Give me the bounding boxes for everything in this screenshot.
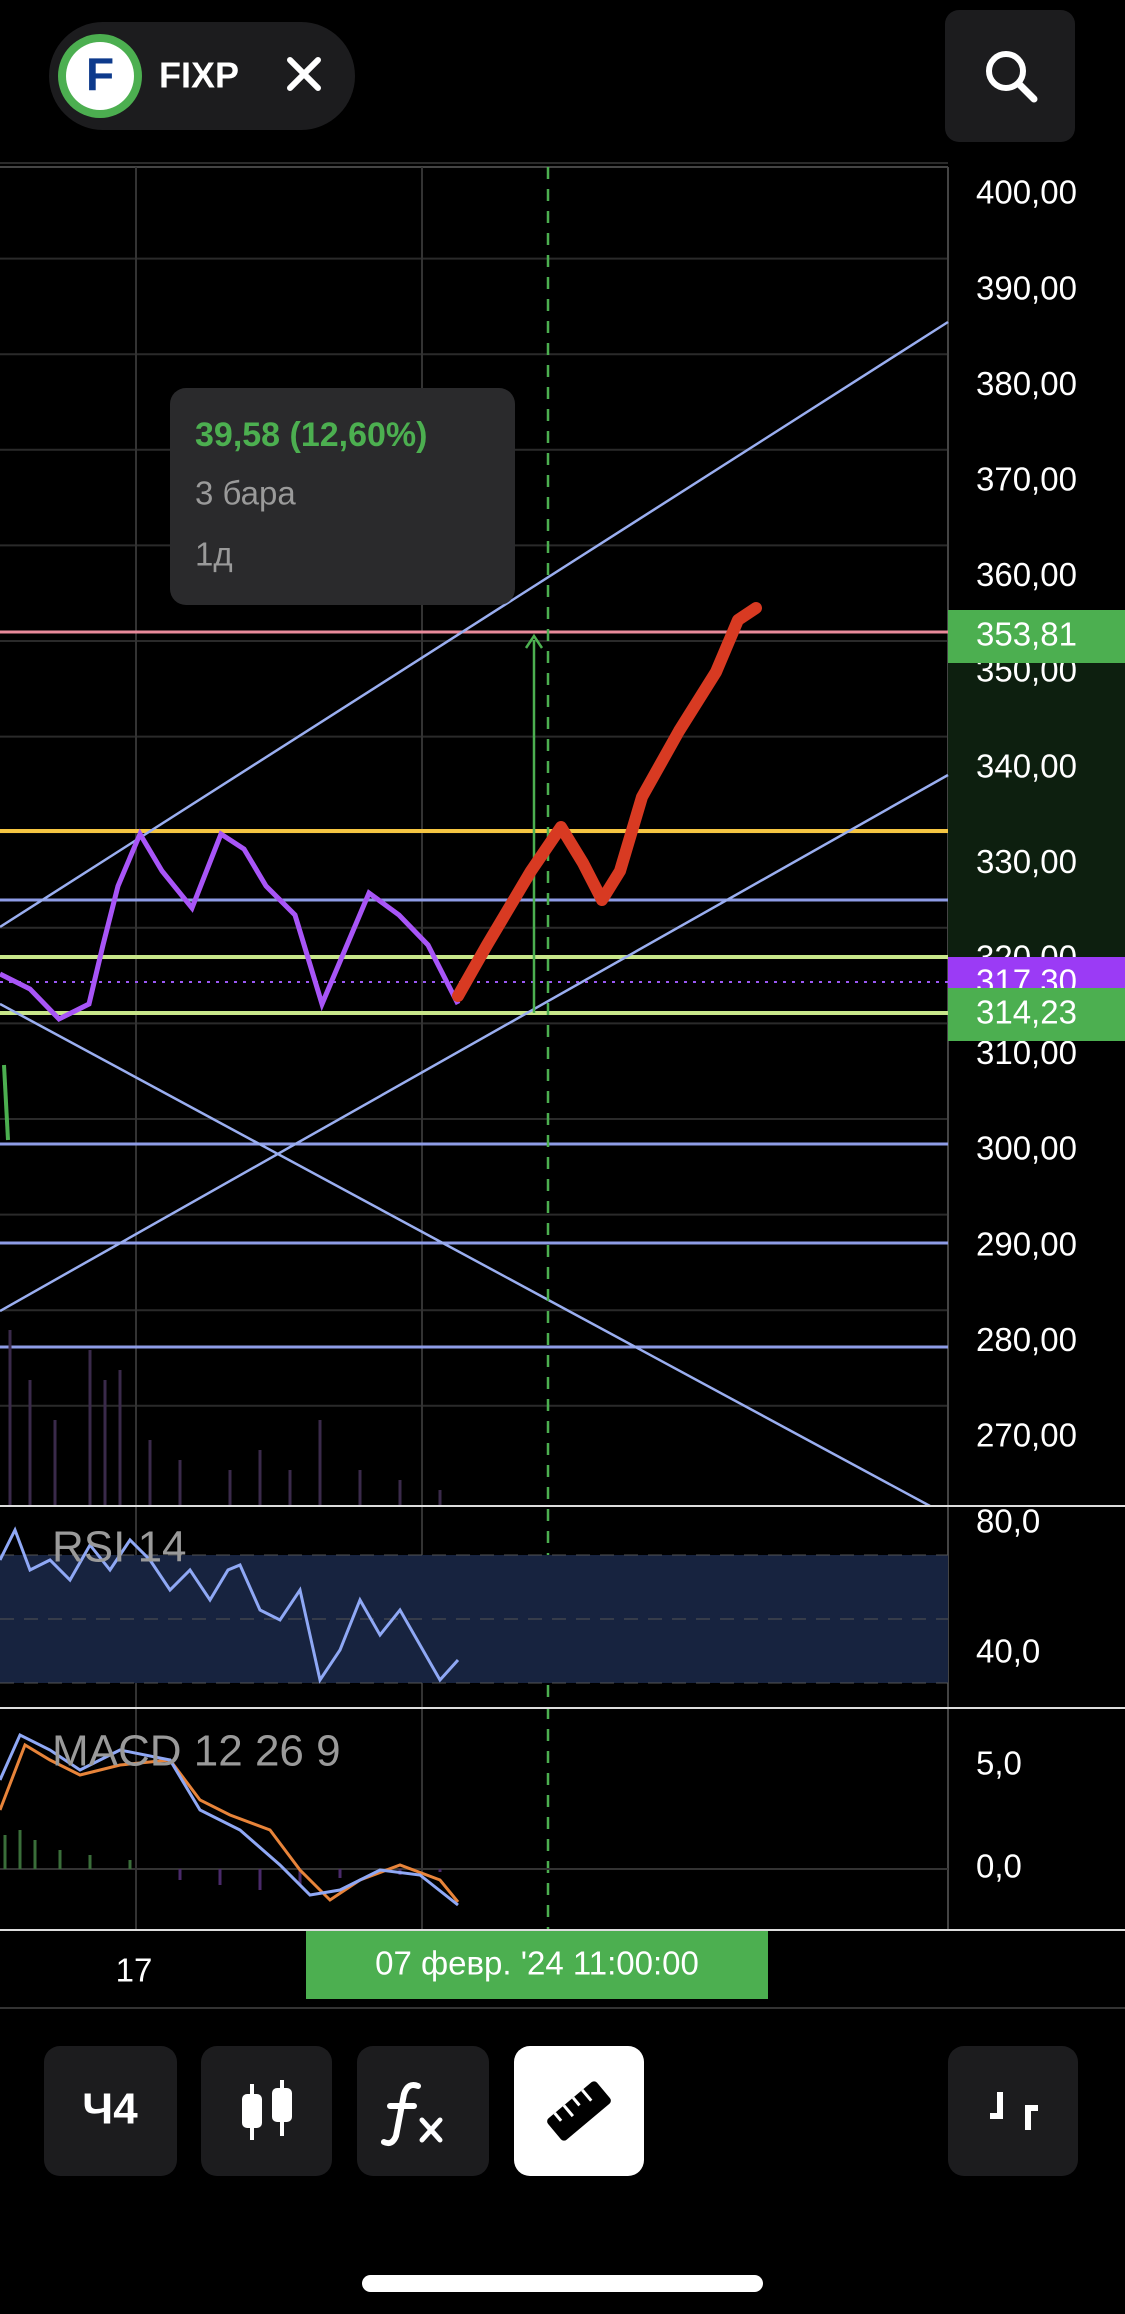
macd-histogram <box>3 1830 132 1869</box>
price-tag <box>948 988 1125 1041</box>
price-axis-label: 270,00 <box>976 1417 1077 1454</box>
search-icon <box>1015 80 1038 103</box>
rsi-axis-label: 80,0 <box>976 1503 1040 1540</box>
fx-icon <box>419 2117 443 2143</box>
price-series <box>2 1064 10 1141</box>
price-axis-label: 400,00 <box>976 174 1077 211</box>
macd-histogram <box>178 1869 442 1890</box>
trend-line <box>0 1002 931 1508</box>
price-axis-label: 370,00 <box>976 461 1077 498</box>
rsi-axis-label: 40,0 <box>976 1633 1040 1670</box>
measure-interval: 1д <box>195 536 233 573</box>
search-button[interactable] <box>945 10 1075 142</box>
close-icon[interactable] <box>287 57 321 91</box>
price-axis-label: 300,00 <box>976 1130 1077 1167</box>
price-tag <box>948 957 1125 988</box>
price-tag-label: 353,81 <box>976 616 1077 653</box>
price-axis-label: 360,00 <box>976 556 1077 593</box>
trend-line <box>0 320 949 929</box>
rsi-band <box>0 1555 948 1683</box>
crosshair-time: 07 февр. '24 11:00:00 <box>375 1945 699 1982</box>
price-axis-label: 340,00 <box>976 747 1077 784</box>
ruler-icon <box>547 2081 611 2141</box>
price-axis-label: 390,00 <box>976 269 1077 306</box>
rsi-line <box>0 1526 460 1684</box>
macd-line <box>0 1732 459 1907</box>
price-tag <box>948 610 1125 663</box>
chart-type-button[interactable] <box>201 2046 332 2176</box>
range-highlight <box>948 663 1125 988</box>
grid <box>0 162 948 1407</box>
macd-axis-label: 5,0 <box>976 1745 1022 1782</box>
price-axis-label: 290,00 <box>976 1225 1077 1262</box>
price-series <box>0 828 461 1023</box>
price-axis-label: 330,00 <box>976 843 1077 880</box>
logo-letter: F <box>86 48 114 100</box>
freehand-drawing <box>452 602 762 1002</box>
interval-button[interactable] <box>44 2046 177 2176</box>
logo <box>66 42 134 110</box>
rsi-title: RSI 14 <box>52 1523 187 1572</box>
search-icon <box>986 51 1026 91</box>
trend-line <box>0 773 949 1313</box>
collapse-icon <box>990 2092 1038 2130</box>
price-axis-label: 280,00 <box>976 1321 1077 1358</box>
measure-bars: 3 бара <box>195 475 296 512</box>
home-indicator <box>362 2275 763 2292</box>
fx-icon <box>381 2082 421 2147</box>
price-axis-label: 380,00 <box>976 365 1077 402</box>
measure-change: 39,58 (12,60%) <box>195 416 428 454</box>
candles-icon <box>242 2080 292 2140</box>
interval-label: Ч4 <box>82 2085 138 2134</box>
time-label: 17 <box>116 1952 153 1989</box>
volume <box>8 1330 442 1506</box>
measure-tooltip <box>170 388 515 605</box>
indicators-button[interactable] <box>357 2046 489 2176</box>
price-tag-label: 314,23 <box>976 994 1077 1031</box>
macd-axis-label: 0,0 <box>976 1848 1022 1885</box>
crosshair-time-tag <box>306 1931 768 1999</box>
measure-arrow <box>524 633 544 649</box>
ticker: FIXP <box>159 55 239 96</box>
fullscreen-button[interactable] <box>948 2046 1078 2176</box>
macd-title: MACD 12 26 9 <box>52 1727 341 1776</box>
